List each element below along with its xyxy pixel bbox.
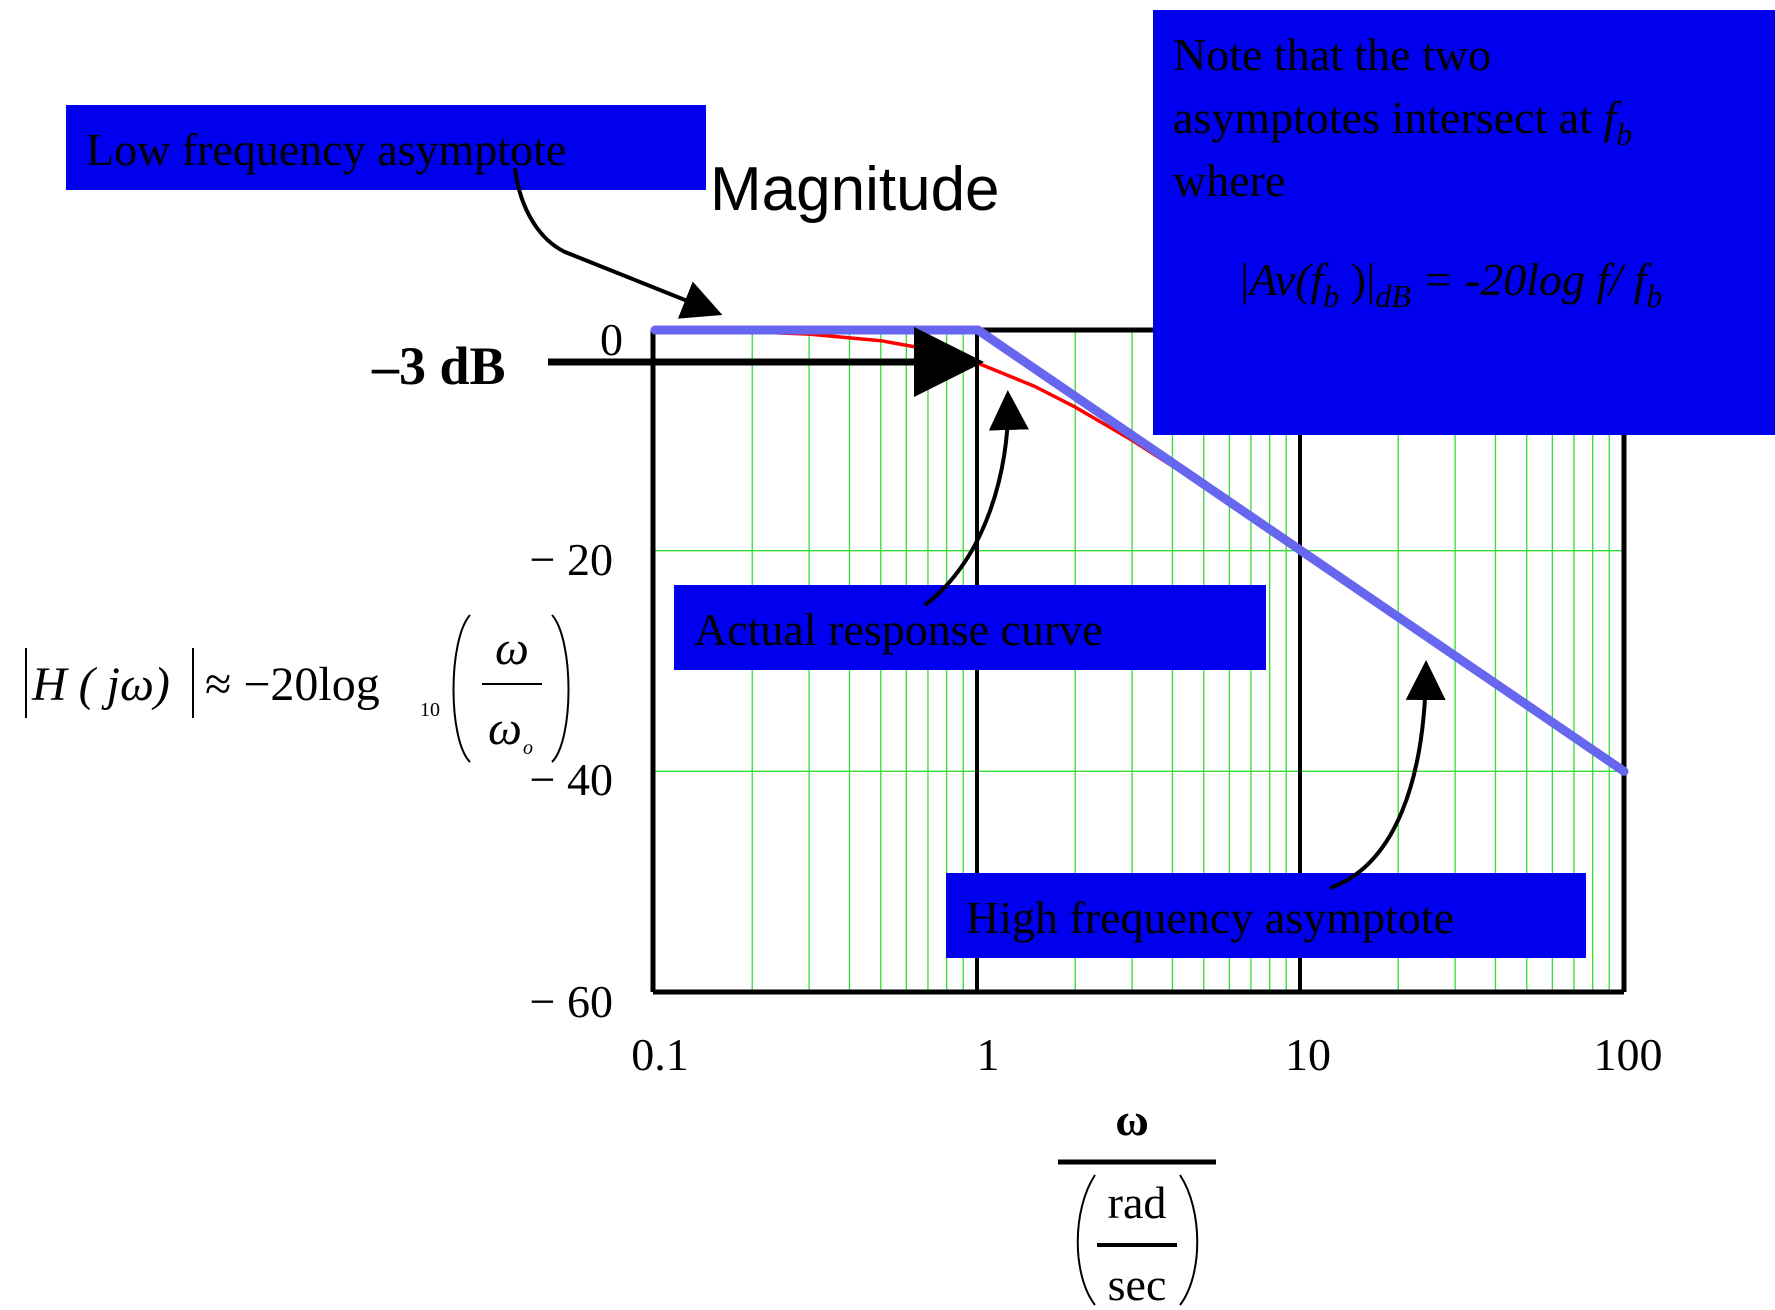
low-freq-box bbox=[66, 105, 706, 190]
y-label-den-sub: o bbox=[523, 737, 533, 759]
x-label-num: ω bbox=[1115, 1094, 1149, 1145]
minus-3db-label: –3 dB bbox=[371, 336, 506, 396]
series-line-2 bbox=[973, 325, 1629, 776]
actual-arrow bbox=[923, 390, 1029, 607]
x-label-sec: sec bbox=[1108, 1259, 1167, 1310]
high-freq-label: High frequency asymptote bbox=[966, 892, 1454, 943]
x-label-rad: rad bbox=[1108, 1177, 1167, 1228]
actual-label: Actual response curve bbox=[694, 604, 1103, 655]
high-freq-box bbox=[946, 873, 1586, 958]
low-freq-arrow bbox=[513, 167, 723, 319]
x-tick-2: 10 bbox=[1285, 1029, 1331, 1080]
y-axis-label: H ( jω) ≈ −20log 10 ω ω o bbox=[25, 614, 570, 763]
note-line-3: where bbox=[1173, 155, 1285, 206]
low-freq-label: Low frequency asymptote bbox=[86, 124, 566, 175]
y-label-den: ω bbox=[488, 702, 522, 755]
y-label-approx: ≈ −20log bbox=[205, 658, 380, 711]
note-formula: |Av(fb )|dB = -20log f/ fb bbox=[1240, 254, 1662, 314]
note-line-1: Note that the two bbox=[1173, 29, 1491, 80]
note-line-2: asymptotes intersect at fb bbox=[1173, 92, 1632, 152]
high-freq-arrow bbox=[1329, 660, 1446, 890]
y-tick-1: − 20 bbox=[530, 534, 613, 585]
y-tick-0: 0 bbox=[600, 314, 623, 365]
x-tick-1: 1 bbox=[977, 1029, 1000, 1080]
y-label-log-sub: 10 bbox=[420, 699, 440, 721]
x-tick-0: 0.1 bbox=[631, 1029, 689, 1080]
x-tick-3: 100 bbox=[1594, 1029, 1663, 1080]
y-label-num: ω bbox=[495, 622, 529, 675]
y-label-lhs: H ( jω) bbox=[31, 658, 170, 711]
y-tick-2: − 40 bbox=[530, 754, 613, 805]
y-tick-3: − 60 bbox=[530, 976, 613, 1027]
note-box bbox=[1153, 10, 1775, 435]
chart-title: Magnitude bbox=[710, 155, 1000, 224]
actual-box bbox=[674, 585, 1266, 670]
x-axis-label: ω rad sec bbox=[1058, 1094, 1216, 1310]
